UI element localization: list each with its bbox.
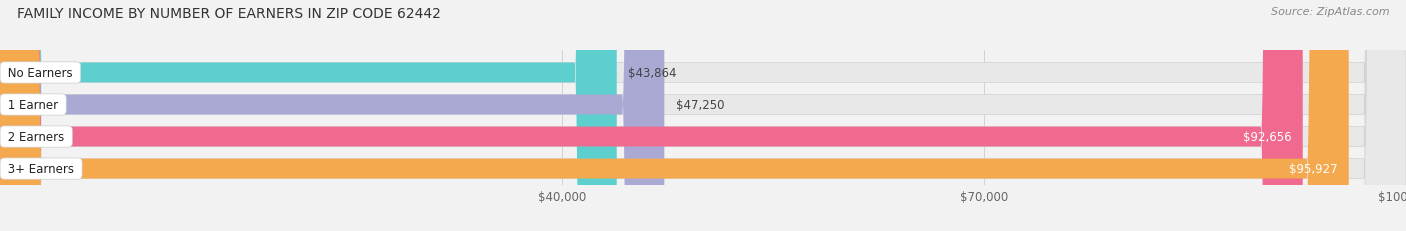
FancyBboxPatch shape	[0, 0, 1303, 231]
Text: $95,927: $95,927	[1289, 162, 1337, 175]
Text: $43,864: $43,864	[628, 67, 676, 80]
FancyBboxPatch shape	[0, 0, 665, 231]
Text: FAMILY INCOME BY NUMBER OF EARNERS IN ZIP CODE 62442: FAMILY INCOME BY NUMBER OF EARNERS IN ZI…	[17, 7, 440, 21]
Text: $47,250: $47,250	[676, 99, 724, 112]
Text: 2 Earners: 2 Earners	[4, 131, 69, 143]
Text: No Earners: No Earners	[4, 67, 76, 80]
FancyBboxPatch shape	[0, 0, 1348, 231]
FancyBboxPatch shape	[0, 0, 617, 231]
Text: Source: ZipAtlas.com: Source: ZipAtlas.com	[1271, 7, 1389, 17]
Text: 1 Earner: 1 Earner	[4, 99, 62, 112]
Text: $92,656: $92,656	[1243, 131, 1292, 143]
Text: 3+ Earners: 3+ Earners	[4, 162, 77, 175]
